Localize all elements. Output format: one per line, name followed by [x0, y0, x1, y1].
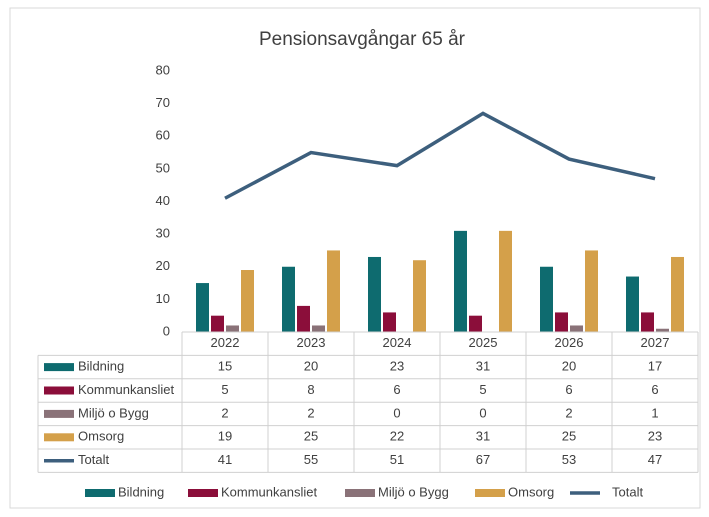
y-tick-label: 60	[156, 128, 170, 143]
y-tick-label: 30	[156, 226, 170, 241]
bar	[241, 270, 254, 332]
table-cell: 2	[307, 405, 314, 420]
bar	[540, 266, 553, 332]
table-cell: 47	[648, 452, 662, 467]
table-cell: 0	[479, 405, 486, 420]
table-cell: 25	[304, 429, 318, 444]
bar	[196, 283, 209, 332]
table-row-label: Miljö o Bygg	[78, 405, 149, 420]
table-cell: 6	[393, 382, 400, 397]
x-tick-label: 2023	[297, 335, 326, 350]
table-legend-key	[44, 433, 74, 442]
bar	[499, 230, 512, 332]
chart-title: Pensionsavgångar 65 år	[259, 29, 466, 50]
bar	[327, 250, 340, 332]
y-tick-label: 10	[156, 291, 170, 306]
table-cell: 17	[648, 359, 662, 374]
x-tick-label: 2024	[383, 335, 412, 350]
bar	[383, 312, 396, 332]
table-cell: 1	[651, 405, 658, 420]
table-row-label: Kommunkansliet	[78, 382, 174, 397]
table-cell: 41	[218, 452, 232, 467]
y-tick-label: 20	[156, 258, 170, 273]
bar	[226, 325, 239, 332]
table-cell: 23	[390, 359, 404, 374]
table-cell: 20	[304, 359, 318, 374]
bar	[469, 315, 482, 332]
table-legend-key	[44, 409, 74, 418]
table-cell: 31	[476, 429, 490, 444]
table-cell: 55	[304, 452, 318, 467]
bar	[626, 276, 639, 332]
table-cell: 6	[565, 382, 572, 397]
table-cell: 19	[218, 429, 232, 444]
x-tick-label: 2026	[555, 335, 584, 350]
table-cell: 25	[562, 429, 576, 444]
table-row-label: Totalt	[78, 452, 109, 467]
bar	[312, 325, 325, 332]
bar	[368, 256, 381, 332]
table-cell: 23	[648, 429, 662, 444]
table-cell: 31	[476, 359, 490, 374]
y-tick-label: 50	[156, 160, 170, 175]
table-legend-key	[44, 386, 74, 395]
x-tick-label: 2022	[211, 335, 240, 350]
x-tick-label: 2027	[641, 335, 670, 350]
table-cell: 2	[565, 405, 572, 420]
y-tick-label: 40	[156, 193, 170, 208]
legend-key	[85, 489, 115, 497]
table-cell: 53	[562, 452, 576, 467]
legend-label: Kommunkansliet	[221, 484, 317, 499]
bar	[671, 256, 684, 332]
table-cell: 6	[651, 382, 658, 397]
legend-label: Miljö o Bygg	[378, 484, 449, 499]
legend-key	[188, 489, 218, 497]
bar	[413, 260, 426, 332]
table-cell: 2	[221, 405, 228, 420]
table-cell: 51	[390, 452, 404, 467]
legend-label: Omsorg	[508, 484, 554, 499]
table-cell: 8	[307, 382, 314, 397]
table-cell: 5	[479, 382, 486, 397]
bar	[454, 230, 467, 332]
y-tick-label: 80	[156, 62, 170, 77]
bar	[570, 325, 583, 332]
table-cell: 5	[221, 382, 228, 397]
line	[224, 111, 656, 200]
table-legend-key	[44, 363, 74, 372]
x-tick-label: 2025	[469, 335, 498, 350]
bar	[641, 312, 654, 332]
bar	[656, 328, 669, 332]
table-cell: 22	[390, 429, 404, 444]
table-row-label: Omsorg	[78, 429, 124, 444]
legend-label: Bildning	[118, 484, 164, 499]
bar	[585, 250, 598, 332]
bar	[211, 315, 224, 332]
legend-key	[345, 489, 375, 497]
bar	[297, 305, 310, 332]
table-cell: 20	[562, 359, 576, 374]
y-tick-label: 0	[163, 323, 170, 338]
bar	[282, 266, 295, 332]
y-tick-label: 70	[156, 95, 170, 110]
table-cell: 0	[393, 405, 400, 420]
table-cell: 67	[476, 452, 490, 467]
table-row-label: Bildning	[78, 359, 124, 374]
legend-label: Totalt	[612, 484, 643, 499]
bar	[555, 312, 568, 332]
table-cell: 15	[218, 359, 232, 374]
legend-key	[475, 489, 505, 497]
